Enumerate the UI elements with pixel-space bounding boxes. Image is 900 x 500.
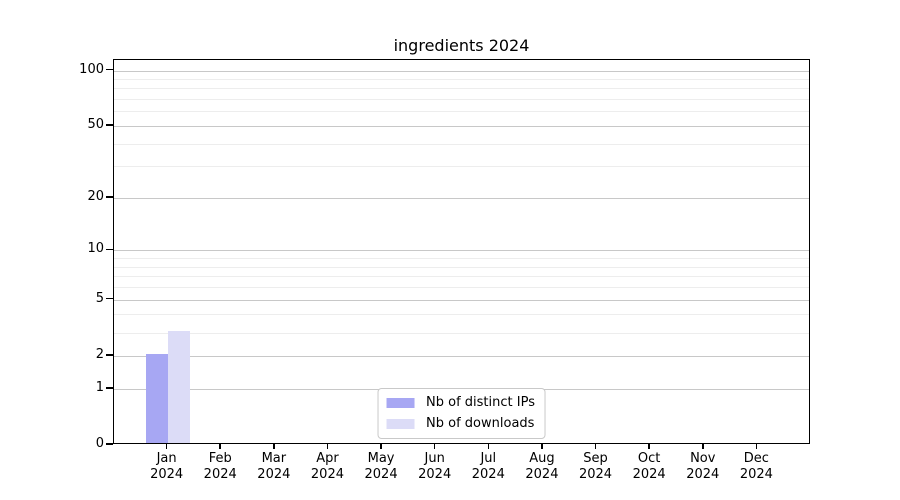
x-tick-mark — [219, 443, 221, 449]
gridline-minor — [114, 111, 809, 113]
y-tick-mark — [105, 443, 113, 445]
x-tick-label: Feb 2024 — [185, 451, 255, 482]
x-tick-label-line: 2024 — [525, 466, 559, 482]
x-tick-label-line: 2024 — [257, 466, 291, 482]
chart-title: ingredients 2024 — [393, 36, 530, 55]
legend-label-distinct-ips: Nb of distinct IPs — [426, 395, 535, 410]
x-tick-mark — [326, 443, 329, 449]
x-tick-label-line: Jul — [480, 451, 497, 466]
x-tick-mark — [648, 443, 650, 449]
gridline-minor — [114, 143, 809, 145]
gridline-minor — [114, 78, 809, 80]
x-tick-label-line: 2024 — [578, 466, 613, 482]
y-tick-label: 20 — [87, 188, 104, 204]
legend-swatch-downloads — [386, 418, 415, 430]
x-tick-label: Aug 2024 — [507, 451, 577, 482]
y-tick-label: 50 — [87, 116, 104, 132]
x-tick-label-line: 2024 — [310, 466, 344, 482]
x-tick-mark — [702, 443, 704, 449]
y-tick-label: 100 — [79, 61, 104, 77]
y-tick-mark — [105, 248, 113, 251]
gridline-minor — [114, 314, 809, 316]
y-tick-label: 1 — [95, 379, 104, 395]
y-tick-mark — [105, 354, 113, 356]
legend: Nb of distinct IPs Nb of downloads — [377, 388, 546, 439]
x-tick-label: Mar 2024 — [239, 451, 309, 482]
gridline-major — [114, 70, 809, 72]
x-tick-label-line: 2024 — [203, 466, 237, 482]
y-tick-label: 2 — [95, 346, 104, 362]
x-tick-label: Oct 2024 — [614, 451, 684, 482]
x-tick-label-line: Mar — [261, 451, 287, 466]
x-tick-mark — [755, 443, 758, 449]
x-tick-label-line: Oct — [637, 451, 661, 466]
gridline-minor — [114, 332, 809, 334]
gridline-major — [114, 250, 809, 252]
legend-item-distinct-ips: Nb of distinct IPs — [386, 394, 535, 412]
x-tick-label-line: Sep — [583, 451, 608, 466]
legend-item-downloads: Nb of downloads — [386, 415, 535, 433]
x-tick-label: Apr 2024 — [292, 451, 362, 482]
x-tick-label-line: Feb — [208, 451, 232, 466]
gridline-minor — [114, 287, 809, 289]
x-tick-mark — [487, 443, 490, 449]
y-tick-mark — [105, 124, 113, 126]
x-tick-label-line: Aug — [529, 451, 555, 466]
x-tick-mark — [273, 443, 275, 449]
x-tick-mark — [541, 443, 543, 449]
x-tick-label-line: 2024 — [364, 466, 398, 482]
bar-distinct-ips — [145, 353, 168, 443]
x-tick-label-line: Nov — [690, 451, 716, 466]
x-tick-label-line: Jan — [156, 451, 177, 466]
y-tick-mark — [105, 196, 113, 198]
y-tick-label: 5 — [95, 290, 104, 306]
gridline-minor — [114, 88, 809, 90]
gridline-major — [114, 125, 809, 127]
gridline-major — [114, 197, 809, 199]
x-tick-label: Jun 2024 — [400, 451, 470, 482]
x-tick-label-line: 2024 — [739, 466, 773, 482]
x-tick-label-line: Jun — [424, 451, 445, 466]
x-tick-label: May 2024 — [346, 451, 416, 482]
gridline-major — [114, 299, 809, 301]
gridline-minor — [114, 276, 809, 278]
x-tick-mark — [433, 443, 436, 449]
x-tick-label-line: 2024 — [418, 466, 452, 482]
x-tick-mark — [594, 443, 597, 449]
gridline-major — [114, 355, 809, 357]
y-tick-mark — [105, 297, 113, 300]
gridline-minor — [114, 99, 809, 101]
legend-swatch-distinct-ips — [386, 397, 415, 409]
x-tick-label-line: 2024 — [632, 466, 666, 482]
y-tick-mark — [105, 68, 113, 71]
gridline-minor — [114, 166, 809, 168]
x-tick-label-line: Apr — [316, 451, 339, 466]
gridline-minor — [114, 266, 809, 268]
x-tick-label-line: Dec — [743, 451, 769, 466]
plot-area: Nb of distinct IPs Nb of downloads — [113, 59, 810, 444]
x-tick-label: Sep 2024 — [561, 451, 631, 482]
y-tick-label: 10 — [87, 241, 104, 257]
x-tick-label-line: 2024 — [150, 466, 184, 482]
legend-label-downloads: Nb of downloads — [426, 416, 535, 431]
y-tick-mark — [105, 387, 113, 389]
y-tick-label: 0 — [95, 436, 104, 451]
x-tick-mark — [380, 443, 382, 449]
gridline-minor — [114, 258, 809, 260]
x-tick-label: Dec 2024 — [721, 451, 791, 482]
x-tick-label: Jan 2024 — [132, 451, 202, 482]
x-tick-label-line: May — [367, 451, 395, 466]
x-tick-label-line: 2024 — [686, 466, 720, 482]
x-tick-label-line: 2024 — [471, 466, 505, 482]
bar-downloads — [167, 330, 190, 443]
x-tick-mark — [165, 443, 168, 449]
x-tick-label: Nov 2024 — [668, 451, 738, 482]
x-tick-label: Jul 2024 — [453, 451, 523, 482]
